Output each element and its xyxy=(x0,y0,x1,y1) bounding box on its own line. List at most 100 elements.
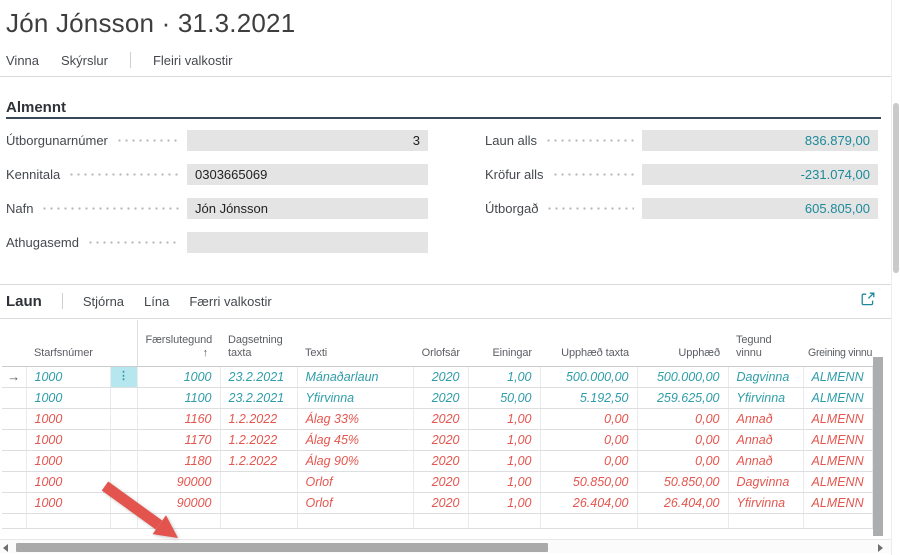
table-vertical-scrollbar-thumb[interactable] xyxy=(873,357,883,536)
cell[interactable]: ALMENN xyxy=(803,366,873,388)
field-value-kennitala[interactable]: 0303665069 xyxy=(187,164,428,185)
menu-item-faerri-valkostir[interactable]: Færri valkostir xyxy=(189,293,272,309)
cell[interactable]: 0,00 xyxy=(540,450,638,472)
field-value-utborgunarnumer[interactable]: 3 xyxy=(187,130,428,151)
field-value-athugasemd[interactable] xyxy=(187,232,428,253)
cell-starfsnumer[interactable]: 1000 xyxy=(26,387,111,409)
cell[interactable]: 50.850,00 xyxy=(540,471,638,493)
cell[interactable]: Yfirvinna xyxy=(728,387,804,409)
cell[interactable] xyxy=(220,492,298,514)
cell[interactable]: Yfirvinna xyxy=(297,387,414,409)
cell[interactable]: Annað xyxy=(728,408,804,430)
cell[interactable]: 1180 xyxy=(137,450,221,472)
col-header-upphaed-taxta[interactable]: Upphæð taxta xyxy=(540,320,637,367)
cell[interactable]: 2020 xyxy=(413,492,469,514)
cell[interactable]: Annað xyxy=(728,429,804,451)
cell[interactable]: 50.850,00 xyxy=(637,471,729,493)
col-header-dagsetning-taxta[interactable]: Dagsetning taxta xyxy=(220,320,297,367)
page-vertical-scrollbar-thumb[interactable] xyxy=(893,103,899,273)
col-header-einingar[interactable]: Einingar xyxy=(468,320,540,367)
cell[interactable]: Mánaðarlaun xyxy=(297,366,414,388)
cell-starfsnumer[interactable]: 1000 xyxy=(26,366,111,388)
cell[interactable]: 1.2.2022 xyxy=(220,450,298,472)
cell[interactable]: Dagvinna xyxy=(728,471,804,493)
cell[interactable]: Álag 45% xyxy=(297,429,414,451)
cell[interactable]: Álag 33% xyxy=(297,408,414,430)
cell[interactable]: 0,00 xyxy=(540,408,638,430)
cell[interactable]: 26.404,00 xyxy=(637,492,729,514)
table-row[interactable]: 1000 1170 1.2.2022 Álag 45% 2020 1,00 0,00 0,00… xyxy=(2,429,873,451)
table-row[interactable]: 1000 1180 1.2.2022 Álag 90% 2020 1,00 0,00 0,00… xyxy=(2,450,873,472)
cell[interactable]: ALMENN xyxy=(803,471,873,493)
cell[interactable]: Álag 90% xyxy=(297,450,414,472)
menu-item-skyrslur[interactable]: Skýrslur xyxy=(61,52,108,68)
horizontal-scrollbar[interactable] xyxy=(0,539,891,553)
cell-starfsnumer[interactable]: 1000 xyxy=(26,492,111,514)
cell[interactable]: 1.2.2022 xyxy=(220,429,298,451)
cell[interactable]: 2020 xyxy=(413,366,469,388)
cell[interactable]: Dagvinna xyxy=(728,366,804,388)
cell[interactable]: 500.000,00 xyxy=(637,366,729,388)
cell-starfsnumer[interactable]: 1000 xyxy=(26,408,111,430)
cell[interactable]: ALMENN xyxy=(803,429,873,451)
cell[interactable]: 2020 xyxy=(413,450,469,472)
col-header-greining-vinnu[interactable]: Greining vinnu xyxy=(803,320,872,367)
cell[interactable]: 90000 xyxy=(137,492,221,514)
table-row[interactable]: 1000 90000 Orlof 2020 1,00 26.404,00 26.404,00… xyxy=(2,492,873,514)
cell[interactable]: 1,00 xyxy=(468,492,541,514)
field-value-utborgad[interactable]: 605.805,00 xyxy=(642,198,878,219)
row-options-icon[interactable]: ⋮ xyxy=(110,366,138,388)
table-row[interactable]: 1000 1160 1.2.2022 Álag 33% 2020 1,00 0,00 0,00… xyxy=(2,408,873,430)
cell[interactable]: ALMENN xyxy=(803,450,873,472)
col-header-upphaed[interactable]: Upphæð xyxy=(637,320,728,367)
cell[interactable]: 1.2.2022 xyxy=(220,408,298,430)
cell[interactable]: 23.2.2021 xyxy=(220,366,298,388)
cell[interactable] xyxy=(220,471,298,493)
cell[interactable]: 0,00 xyxy=(637,429,729,451)
cell[interactable]: 26.404,00 xyxy=(540,492,638,514)
cell[interactable]: 0,00 xyxy=(540,429,638,451)
cell-starfsnumer[interactable]: 1000 xyxy=(26,429,111,451)
cell[interactable]: 0,00 xyxy=(637,450,729,472)
cell[interactable]: 500.000,00 xyxy=(540,366,638,388)
cell[interactable]: 2020 xyxy=(413,408,469,430)
col-header-faerslutegund[interactable]: Færslutegund ↑ xyxy=(137,320,220,367)
cell[interactable]: ALMENN xyxy=(803,492,873,514)
scroll-left-icon[interactable] xyxy=(3,544,8,552)
focus-mode-icon[interactable] xyxy=(860,291,876,307)
cell[interactable]: 1160 xyxy=(137,408,221,430)
cell[interactable]: 0,00 xyxy=(637,408,729,430)
cell[interactable]: 1,00 xyxy=(468,450,541,472)
col-header-starfsnumer[interactable]: Starfsnúmer xyxy=(26,320,138,367)
menu-item-lina[interactable]: Lína xyxy=(144,293,170,309)
menu-item-fleiri-valkostir[interactable]: Fleiri valkostir xyxy=(152,52,233,68)
cell-starfsnumer[interactable]: 1000 xyxy=(26,450,111,472)
col-header-texti[interactable]: Texti xyxy=(297,320,413,367)
cell[interactable]: 1,00 xyxy=(468,429,541,451)
cell[interactable]: Annað xyxy=(728,450,804,472)
field-value-laun-alls[interactable]: 836.879,00 xyxy=(642,130,878,151)
cell[interactable]: 1,00 xyxy=(468,471,541,493)
cell[interactable]: 1,00 xyxy=(468,366,541,388)
cell-starfsnumer[interactable]: 1000 xyxy=(26,471,111,493)
cell[interactable]: 2020 xyxy=(413,471,469,493)
cell[interactable]: 5.192,50 xyxy=(540,387,638,409)
cell[interactable]: 2020 xyxy=(413,387,469,409)
cell[interactable]: 259.625,00 xyxy=(637,387,729,409)
cell[interactable]: 1,00 xyxy=(468,408,541,430)
cell[interactable]: Orlof xyxy=(297,471,414,493)
table-row[interactable]: → 1000 ⋮ 1000 23.2.2021 Mánaðarlaun 2020 1,00 50… xyxy=(2,366,873,388)
table-row[interactable]: 1000 90000 Orlof 2020 1,00 50.850,00 50.850,00… xyxy=(2,471,873,493)
field-value-krofur-alls[interactable]: -231.074,00 xyxy=(642,164,878,185)
cell[interactable]: Yfirvinna xyxy=(728,492,804,514)
cell[interactable]: 23.2.2021 xyxy=(220,387,298,409)
cell[interactable]: 1000 xyxy=(137,366,221,388)
cell[interactable]: ALMENN xyxy=(803,408,873,430)
scroll-right-icon[interactable] xyxy=(878,544,883,552)
menu-item-stjorna[interactable]: Stjórna xyxy=(82,293,125,309)
cell[interactable]: 50,00 xyxy=(468,387,541,409)
cell[interactable]: ALMENN xyxy=(803,387,873,409)
cell[interactable]: 1100 xyxy=(137,387,221,409)
horizontal-scrollbar-thumb[interactable] xyxy=(16,543,548,552)
field-value-nafn[interactable]: Jón Jónsson xyxy=(187,198,428,219)
